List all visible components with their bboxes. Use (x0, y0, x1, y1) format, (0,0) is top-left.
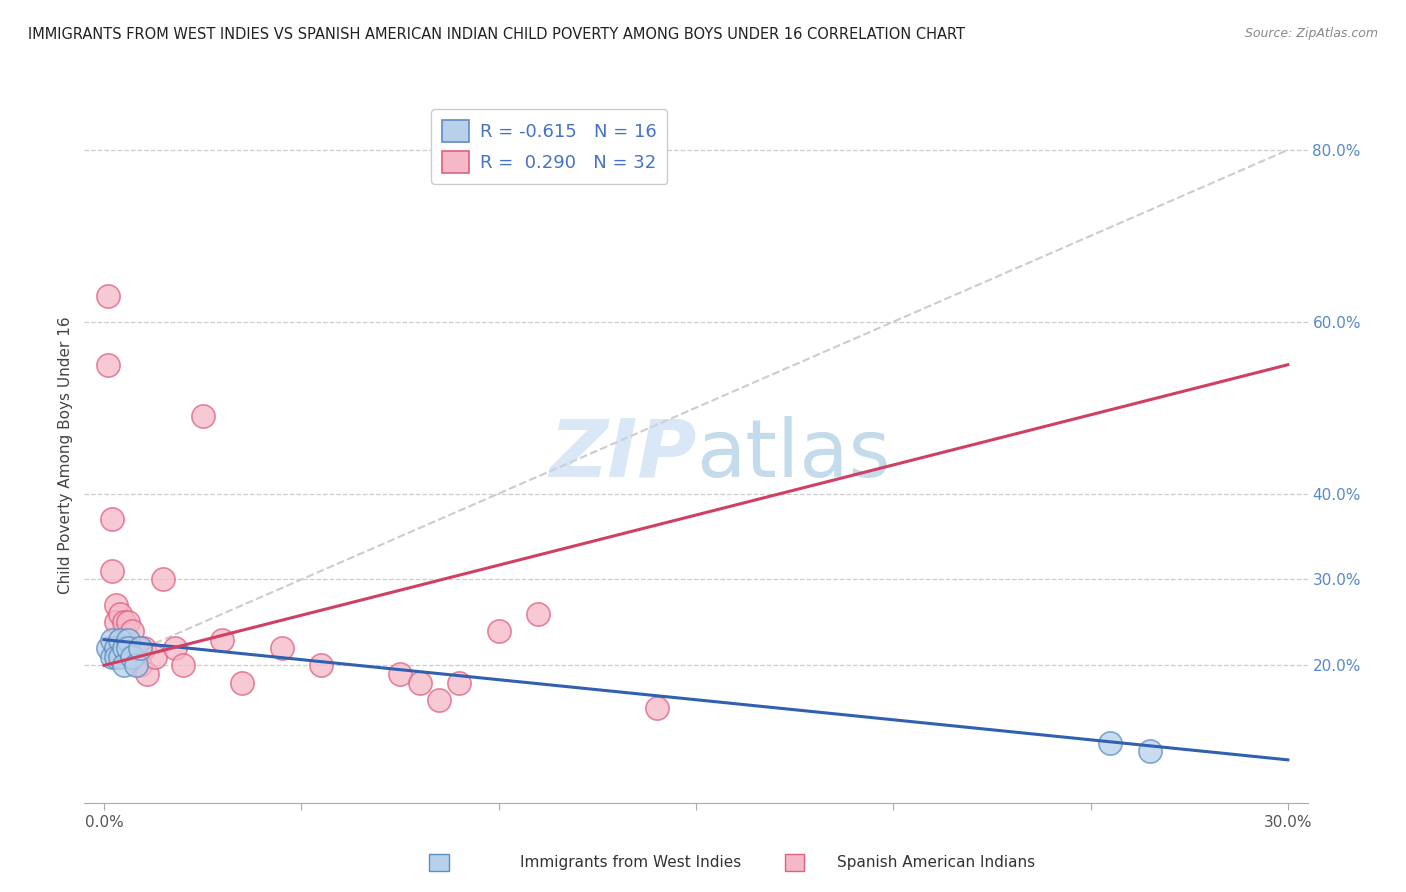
Point (389, 667, 412, 681)
Point (1139, 744, 1161, 758)
Point (309, 658, 332, 673)
Point (108, 607, 131, 621)
Text: Spanish American Indians: Spanish American Indians (837, 855, 1035, 870)
Point (117, 632, 139, 647)
Point (645, 701, 668, 715)
Point (112, 658, 135, 673)
Text: IMMIGRANTS FROM WEST INDIES VS SPANISH AMERICAN INDIAN CHILD POVERTY AMONG BOYS : IMMIGRANTS FROM WEST INDIES VS SPANISH A… (28, 27, 965, 42)
Point (101, 632, 124, 647)
Text: Source: ZipAtlas.com: Source: ZipAtlas.com (1244, 27, 1378, 40)
Point (112, 632, 135, 647)
Text: atlas: atlas (696, 416, 890, 494)
Point (97, 358, 120, 372)
Point (104, 649, 127, 664)
Point (1099, 736, 1122, 750)
Point (104, 615, 127, 630)
Point (128, 641, 150, 656)
Point (449, 675, 471, 690)
Point (108, 649, 131, 664)
Point (152, 573, 174, 587)
Point (128, 658, 150, 673)
Point (97, 641, 120, 656)
Point (124, 658, 146, 673)
Point (121, 649, 143, 664)
Point (121, 624, 143, 638)
Point (165, 641, 187, 656)
Point (429, 692, 451, 706)
Point (145, 649, 167, 664)
Point (132, 641, 155, 656)
Point (270, 641, 292, 656)
Text: Immigrants from West Indies: Immigrants from West Indies (520, 855, 741, 870)
Point (117, 615, 139, 630)
Point (211, 632, 233, 647)
Point (101, 649, 124, 664)
Point (172, 658, 194, 673)
Legend: R = -0.615   N = 16, R =  0.290   N = 32: R = -0.615 N = 16, R = 0.290 N = 32 (432, 109, 668, 184)
Point (97, 289, 120, 303)
Point (527, 607, 550, 621)
Point (136, 667, 159, 681)
Point (104, 599, 127, 613)
Point (121, 641, 143, 656)
Point (108, 632, 131, 647)
Point (101, 564, 124, 578)
Point (112, 641, 135, 656)
Point (117, 641, 139, 656)
Point (488, 624, 510, 638)
Text: ZIP: ZIP (548, 416, 696, 494)
Point (191, 409, 214, 424)
Point (101, 512, 124, 526)
Point (409, 675, 432, 690)
Point (124, 641, 146, 656)
Y-axis label: Child Poverty Among Boys Under 16: Child Poverty Among Boys Under 16 (58, 316, 73, 594)
Point (231, 675, 253, 690)
Point (104, 641, 127, 656)
Point (112, 615, 135, 630)
